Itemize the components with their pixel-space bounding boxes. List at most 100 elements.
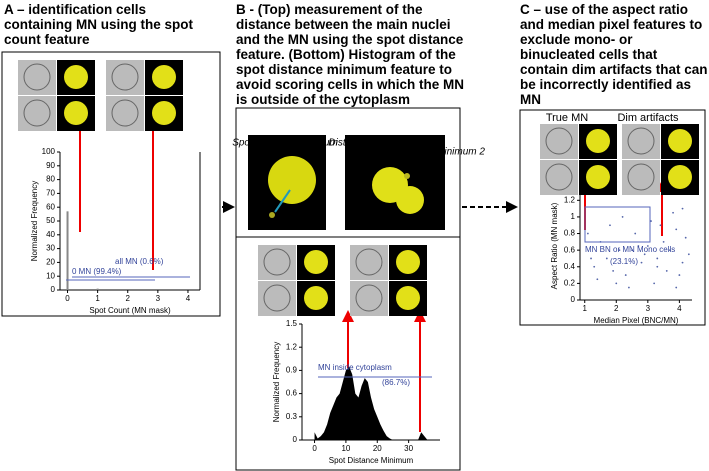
- cell: [545, 163, 573, 191]
- point: [656, 265, 659, 268]
- x-tick-label: 10: [341, 444, 350, 453]
- cell: [263, 284, 291, 312]
- panel-frame: [235, 236, 461, 471]
- x-tick-label: 20: [373, 444, 382, 453]
- cell: [263, 248, 291, 276]
- micronucleus: [269, 212, 275, 218]
- x-tick-label: 0: [65, 294, 70, 303]
- nucleus: [64, 65, 88, 89]
- x-tick-label: 30: [404, 444, 413, 453]
- x-tick-label: 0: [312, 444, 317, 453]
- x-axis-label: Spot Count (MN mask): [89, 306, 171, 315]
- point: [605, 257, 608, 260]
- nucleus: [304, 286, 328, 310]
- nucleus: [64, 101, 88, 125]
- y-tick-label: 0: [51, 285, 56, 294]
- y-tick-label: 0: [293, 435, 298, 444]
- nucleus: [396, 286, 420, 310]
- point: [662, 240, 665, 243]
- point: [659, 224, 662, 227]
- y-tick-label: 0.6: [286, 389, 298, 398]
- point: [681, 261, 684, 264]
- bar: [66, 211, 69, 290]
- point: [628, 286, 630, 289]
- point: [612, 270, 615, 272]
- panel-heading: A – identification cells containing MN u…: [4, 2, 193, 47]
- point: [631, 249, 633, 252]
- annotation: 0 MN (99.4%): [72, 267, 122, 276]
- image-label: Dim artifacts: [617, 112, 679, 124]
- y-tick-label: 30: [46, 244, 55, 253]
- point: [665, 270, 668, 272]
- y-axis-label: Normalized Frequency: [30, 181, 39, 261]
- cell: [627, 127, 655, 155]
- nucleus: [668, 129, 692, 153]
- x-axis-label: Median Pixel (BNC/MN): [594, 316, 679, 325]
- y-tick-label: 1.2: [286, 342, 298, 351]
- point: [669, 249, 671, 252]
- y-tick-label: 90: [46, 161, 55, 170]
- point: [675, 228, 678, 231]
- annotation: all MN (0.6%): [115, 257, 164, 266]
- point: [678, 274, 681, 276]
- point: [596, 278, 599, 281]
- y-tick-label: 50: [46, 216, 55, 225]
- image-label: Spot Distance Minimum 1: [305, 138, 419, 149]
- y-tick-label: 20: [46, 258, 55, 267]
- cell: [355, 248, 383, 276]
- nucleus: [396, 186, 424, 214]
- point: [624, 274, 627, 276]
- point: [672, 211, 674, 214]
- y-tick-label: 1.5: [286, 319, 298, 328]
- x-tick-label: 1: [583, 304, 588, 313]
- y-tick-label: 0: [571, 295, 576, 304]
- cell: [23, 63, 51, 91]
- y-axis-label: Aspect Ratio (MN mask): [550, 202, 559, 289]
- point: [618, 249, 621, 252]
- point: [590, 257, 592, 260]
- y-tick-label: 0.9: [286, 366, 298, 375]
- x-tick-label: 2: [126, 294, 131, 303]
- y-tick-label: 0.2: [564, 278, 576, 287]
- y-tick-label: 10: [46, 271, 55, 280]
- x-tick-label: 3: [156, 294, 161, 303]
- cell: [111, 99, 139, 127]
- nucleus: [586, 129, 610, 153]
- cell: [627, 163, 655, 191]
- nucleus: [586, 165, 610, 189]
- y-tick-label: 40: [46, 230, 55, 239]
- y-tick-label: 100: [42, 147, 56, 156]
- image-label: Spot Distance Minimum 2: [371, 147, 485, 158]
- y-tick-label: 0.6: [564, 245, 576, 254]
- point: [681, 207, 684, 210]
- nucleus: [152, 101, 176, 125]
- x-tick-label: 3: [646, 304, 651, 313]
- micronucleus: [404, 173, 410, 179]
- x-tick-label: 4: [677, 304, 682, 313]
- annotation: (23.1%): [610, 257, 638, 266]
- point: [684, 236, 687, 239]
- y-tick-label: 1: [571, 212, 576, 221]
- nucleus: [152, 65, 176, 89]
- y-tick-label: 1.2: [564, 195, 576, 204]
- nucleus: [668, 165, 692, 189]
- y-tick-label: 0.8: [564, 229, 576, 238]
- nucleus: [396, 250, 420, 274]
- panel-frame: [1, 51, 221, 317]
- annotation: (86.7%): [382, 378, 410, 387]
- panel-heading: B - (Top) measurement of the distance be…: [236, 2, 465, 107]
- image-label: Spot Distance Minimum: [232, 138, 338, 149]
- cell: [23, 99, 51, 127]
- cell: [111, 63, 139, 91]
- point: [653, 282, 656, 285]
- x-tick-label: 1: [95, 294, 100, 303]
- point: [675, 286, 678, 289]
- nucleus: [268, 156, 316, 204]
- annotation: MN inside cytoplasm: [318, 363, 392, 372]
- y-axis-label: Normalized Frequency: [272, 342, 281, 422]
- y-tick-label: 80: [46, 175, 55, 184]
- point: [687, 253, 690, 256]
- cell: [355, 284, 383, 312]
